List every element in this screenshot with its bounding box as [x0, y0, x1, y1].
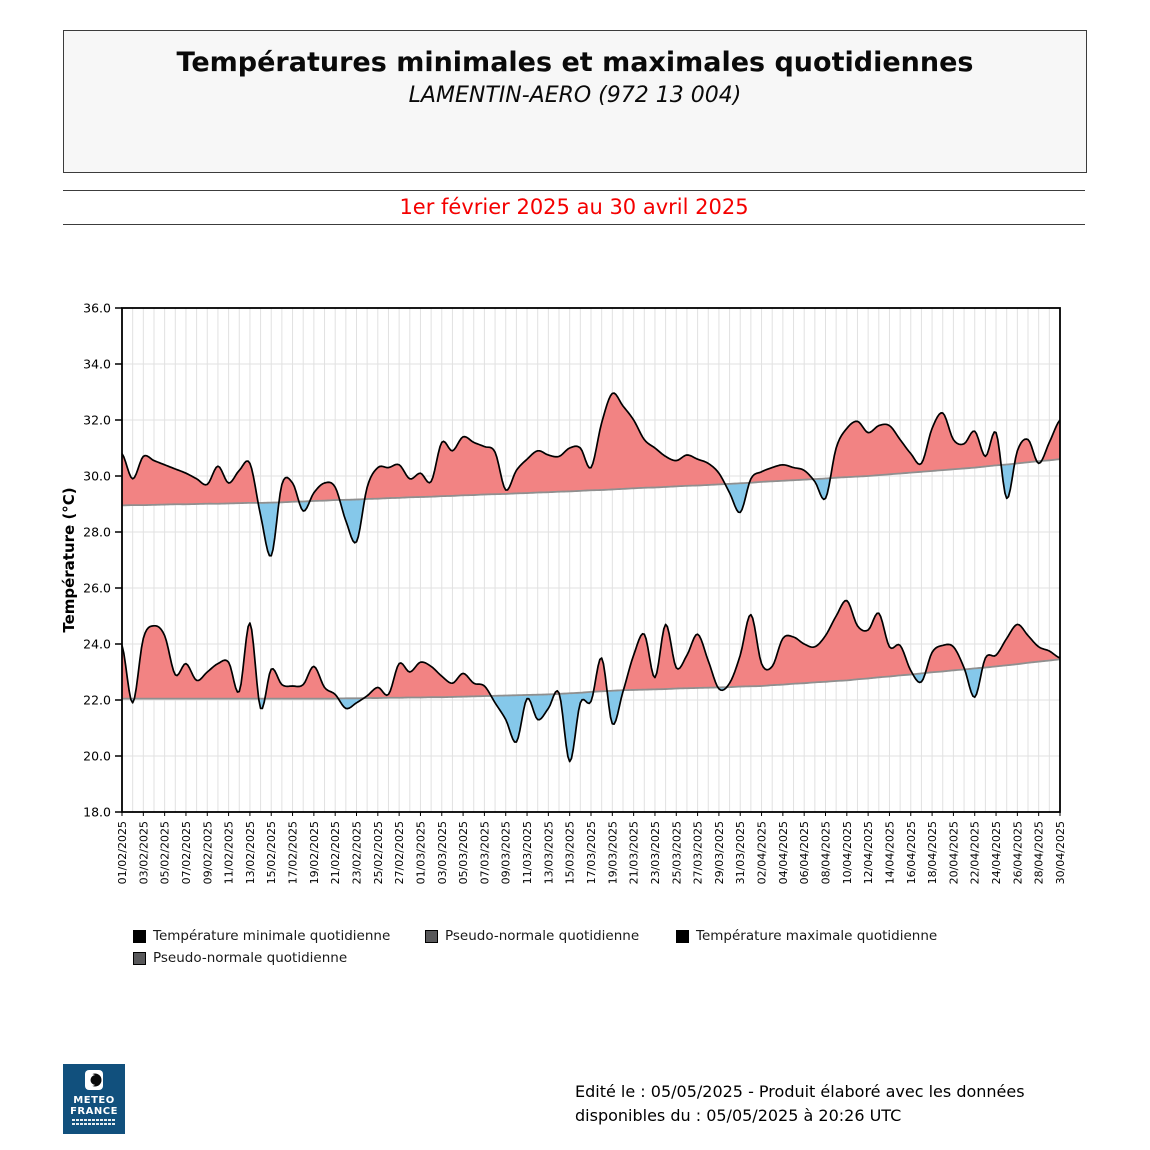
x-tick-label: 01/02/2025 [116, 821, 129, 884]
x-tick-label: 17/02/2025 [287, 821, 300, 884]
title-box: Températures minimales et maximales quot… [63, 30, 1087, 173]
meteo-france-eclipse-icon [85, 1070, 103, 1090]
x-tick-label: 10/04/2025 [841, 821, 854, 884]
x-tick-label: 27/02/2025 [393, 821, 406, 884]
x-tick-label: 03/03/2025 [436, 821, 449, 884]
x-tick-label: 14/04/2025 [883, 821, 896, 884]
station-subtitle: LAMENTIN-AERO (972 13 004) [408, 83, 742, 108]
x-tick-label: 30/04/2025 [1054, 821, 1067, 884]
x-tick-label: 26/04/2025 [1011, 821, 1024, 884]
logo-text-meteo: METEO [73, 1095, 115, 1106]
legend-label-pseudo-normale-1: Pseudo-normale quotidienne [445, 928, 640, 944]
x-tick-label: 02/04/2025 [756, 821, 769, 884]
x-tick-label: 22/04/2025 [969, 821, 982, 884]
x-tick-label: 05/03/2025 [457, 821, 470, 884]
x-tick-label: 27/03/2025 [692, 821, 705, 884]
x-tick-label: 01/03/2025 [414, 821, 427, 884]
edition-note-line2: disponibles du : 05/05/2025 à 20:26 UTC [575, 1106, 902, 1125]
x-tick-label: 05/02/2025 [159, 821, 172, 884]
y-tick-label: 20.0 [83, 749, 111, 764]
x-tick-label: 19/03/2025 [606, 821, 619, 884]
y-tick-label: 28.0 [83, 525, 111, 540]
x-tick-label: 19/02/2025 [308, 821, 321, 884]
x-tick-label: 17/03/2025 [585, 821, 598, 884]
x-tick-label: 21/03/2025 [628, 821, 641, 884]
legend-label-pseudo-normale-2: Pseudo-normale quotidienne [153, 950, 348, 966]
tmax-below-normal-area [122, 459, 1060, 556]
legend-item-pseudo-normale-1: Pseudo-normale quotidienne [425, 928, 640, 944]
y-tick-label: 32.0 [83, 413, 111, 428]
logo-tagline-line [72, 1123, 116, 1125]
x-tick-label: 28/04/2025 [1033, 821, 1046, 884]
legend-swatch-pseudo-normale-1 [425, 929, 438, 943]
x-tick-label: 29/03/2025 [713, 821, 726, 884]
tmin-above-normal-area [122, 600, 1060, 699]
tmin-pseudo-normale-line [122, 658, 1061, 700]
legend-label-min: Température minimale quotidienne [153, 928, 391, 944]
y-tick-label: 22.0 [83, 693, 111, 708]
x-tick-label: 25/03/2025 [670, 821, 683, 884]
x-tick-label: 11/03/2025 [521, 821, 534, 884]
temperature-chart: 18.0 20.0 22.0 24.0 26.0 28.0 30.0 32.0 34.0 36.0… [83, 301, 1067, 885]
x-tick-label: 08/04/2025 [820, 821, 833, 884]
x-tick-label: 15/03/2025 [564, 821, 577, 884]
x-tick-label: 12/04/2025 [862, 821, 875, 884]
edition-note: Edité le : 05/05/2025 - Produit élaboré … [575, 1080, 1025, 1128]
x-tick-label: 15/02/2025 [265, 821, 278, 884]
logo-text-france: FRANCE [70, 1106, 118, 1117]
tmax-above-normal-area [122, 393, 1060, 506]
y-tick-label: 26.0 [83, 581, 111, 596]
tmax-curve [121, 392, 1061, 557]
period-band: 1er février 2025 au 30 avril 2025 [63, 190, 1085, 225]
x-tick-label: 21/02/2025 [329, 821, 342, 884]
x-tick-label: 13/03/2025 [542, 821, 555, 884]
x-tick-label: 09/02/2025 [201, 821, 214, 884]
meteo-france-logo: METEO FRANCE [63, 1064, 125, 1134]
x-tick-label: 18/04/2025 [926, 821, 939, 884]
legend-item-max: Température maximale quotidienne [676, 928, 938, 944]
legend-label-max: Température maximale quotidienne [696, 928, 938, 944]
legend-swatch-pseudo-normale-2 [133, 951, 146, 965]
x-tick-label: 09/03/2025 [500, 821, 513, 884]
x-tick-label: 24/04/2025 [990, 821, 1003, 884]
x-tick-label: 07/03/2025 [478, 821, 491, 884]
x-tick-label: 16/04/2025 [905, 821, 918, 884]
x-tick-label: 04/04/2025 [777, 821, 790, 884]
x-tick-label: 31/03/2025 [734, 821, 747, 884]
y-tick-label: 34.0 [83, 357, 111, 372]
x-tick-label: 23/02/2025 [351, 821, 364, 884]
x-tick-label: 25/02/2025 [372, 821, 385, 884]
tmin-curve [121, 599, 1061, 763]
legend-item-min: Température minimale quotidienne [133, 928, 391, 944]
y-tick-label: 24.0 [83, 637, 111, 652]
x-tick-label: 20/04/2025 [947, 821, 960, 884]
edition-note-line1: Edité le : 05/05/2025 - Produit élaboré … [575, 1082, 1025, 1101]
y-tick-label: 30.0 [83, 469, 111, 484]
period-text: 1er février 2025 au 30 avril 2025 [399, 195, 749, 219]
logo-tagline-line [72, 1119, 116, 1121]
x-tick-label: 06/04/2025 [798, 821, 811, 884]
y-tick-label: 36.0 [83, 301, 111, 316]
legend-swatch-min [133, 929, 146, 943]
legend-item-pseudo-normale-2: Pseudo-normale quotidienne [133, 950, 348, 966]
x-tick-label: 07/02/2025 [180, 821, 193, 884]
legend-swatch-max [676, 929, 689, 943]
x-tick-label: 03/02/2025 [137, 821, 150, 884]
x-tick-label: 13/02/2025 [244, 821, 257, 884]
x-tick-label: 11/02/2025 [223, 821, 236, 884]
page-title: Températures minimales et maximales quot… [176, 47, 974, 78]
y-tick-label: 18.0 [83, 805, 111, 820]
x-tick-label: 23/03/2025 [649, 821, 662, 884]
